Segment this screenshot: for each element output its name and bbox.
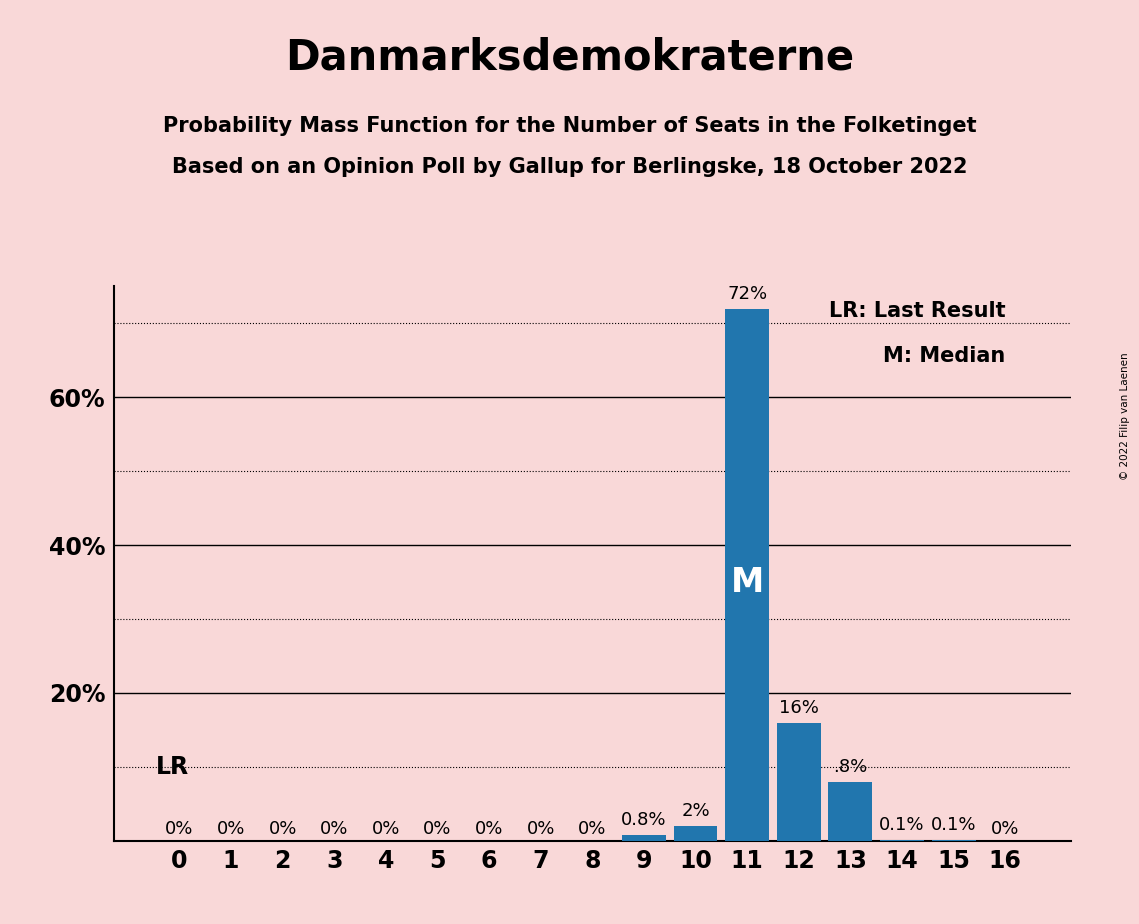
Text: 0%: 0% — [371, 820, 400, 838]
Text: 0.1%: 0.1% — [931, 816, 976, 834]
Text: 2%: 2% — [681, 802, 710, 821]
Bar — [673, 826, 718, 841]
Text: M: M — [730, 565, 764, 599]
Text: Based on an Opinion Poll by Gallup for Berlingske, 18 October 2022: Based on an Opinion Poll by Gallup for B… — [172, 157, 967, 177]
Text: LR: Last Result: LR: Last Result — [828, 301, 1006, 322]
Text: Danmarksdemokraterne: Danmarksdemokraterne — [285, 37, 854, 79]
Text: 0.1%: 0.1% — [879, 816, 925, 834]
Text: Probability Mass Function for the Number of Seats in the Folketinget: Probability Mass Function for the Number… — [163, 116, 976, 136]
Text: 0%: 0% — [424, 820, 451, 838]
Text: 0%: 0% — [165, 820, 194, 838]
Text: © 2022 Filip van Laenen: © 2022 Filip van Laenen — [1121, 352, 1130, 480]
Text: 0%: 0% — [216, 820, 245, 838]
Text: 0%: 0% — [526, 820, 555, 838]
Text: 0%: 0% — [579, 820, 606, 838]
Text: LR: LR — [156, 755, 189, 779]
Bar — [828, 782, 872, 841]
Bar — [726, 309, 769, 841]
Text: 16%: 16% — [779, 699, 819, 717]
Text: 72%: 72% — [727, 285, 768, 303]
Text: 0%: 0% — [320, 820, 349, 838]
Bar — [622, 835, 666, 841]
Text: 0.8%: 0.8% — [621, 811, 666, 829]
Text: 0%: 0% — [991, 820, 1019, 838]
Text: .8%: .8% — [834, 758, 868, 776]
Text: 0%: 0% — [269, 820, 297, 838]
Text: M: Median: M: Median — [883, 346, 1006, 366]
Bar — [777, 723, 821, 841]
Text: 0%: 0% — [475, 820, 503, 838]
